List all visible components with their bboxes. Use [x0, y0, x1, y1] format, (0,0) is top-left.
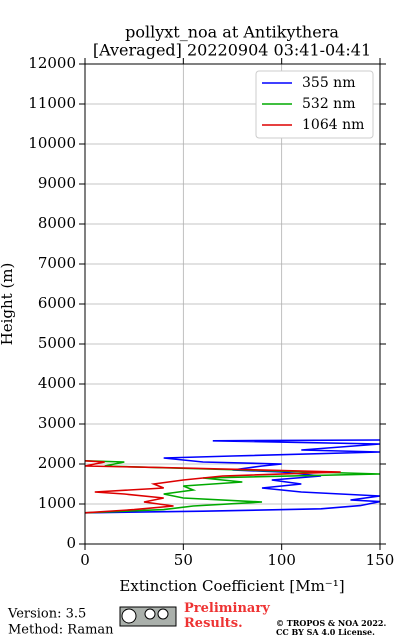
x-tick-label: 0 — [80, 551, 90, 569]
legend-label: 1064 nm — [302, 117, 364, 133]
y-tick-label: 11000 — [28, 94, 76, 112]
profile-line — [84, 460, 341, 514]
method: Method: Raman — [8, 623, 114, 638]
preliminary-box: Preliminary Results. — [184, 601, 270, 631]
legend-label: 532 nm — [302, 96, 355, 112]
x-tick-label: 100 — [267, 551, 296, 569]
legend-box — [255, 70, 374, 139]
y-tick-label: 7000 — [38, 254, 76, 272]
license: CC BY SA 4.0 License. — [276, 627, 375, 637]
y-tick-label: 12000 — [28, 54, 76, 72]
chart-title: pollyxt_noa at Antikythera — [125, 23, 339, 42]
legend: 355 nm 532 nm 1064 nm — [255, 70, 374, 139]
preliminary: Preliminary Results. — [184, 601, 270, 631]
version: Version: 3.5 — [7, 607, 86, 622]
x-axis-label: Extinction Coefficient [Mm⁻¹] — [119, 577, 344, 595]
y-axis-label: Height (m) — [0, 263, 16, 346]
plot-frame — [84, 63, 381, 545]
y-tick-label: 3000 — [38, 414, 76, 432]
cc-logo — [119, 606, 177, 627]
y-tick-label: 0 — [66, 534, 76, 552]
y-tick-label: 2000 — [38, 454, 76, 472]
legend-label: 355 nm — [302, 75, 355, 91]
y-tick-label: 5000 — [38, 334, 76, 352]
x-tick-label: 50 — [174, 551, 193, 569]
y-tick-label: 1000 — [38, 494, 76, 512]
y-tick-label: 10000 — [28, 134, 76, 152]
x-tick-label: 150 — [366, 551, 395, 569]
copyright: © TROPOS & NOA 2022. — [276, 618, 386, 628]
y-tick-label: 6000 — [38, 294, 76, 312]
y-tick-label: 4000 — [38, 374, 76, 392]
chart-subtitle: [Averaged] 20220904 03:41-04:41 — [93, 41, 371, 60]
y-tick-label: 9000 — [38, 174, 76, 192]
y-tick-label: 8000 — [38, 214, 76, 232]
